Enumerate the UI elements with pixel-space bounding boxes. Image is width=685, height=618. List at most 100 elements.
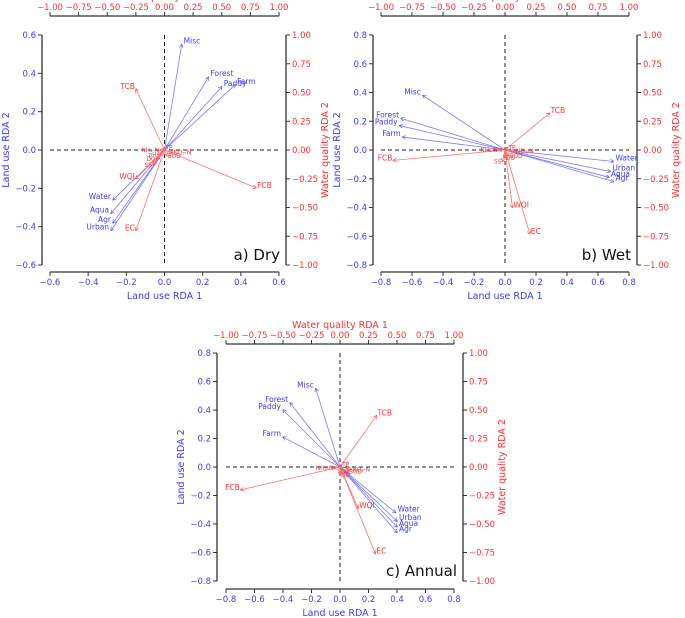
- y-tick-label: −0.2: [190, 492, 211, 502]
- water-quality-vector-label: pH: [149, 153, 157, 159]
- land-use-vector: [316, 389, 341, 468]
- x-axis-label: Land use RDA 1: [302, 608, 377, 618]
- panel-label: c) Annual: [386, 562, 457, 580]
- y-axis-label: Land use RDA 2: [1, 112, 12, 187]
- x-tick-label: 0.6: [272, 278, 286, 288]
- right-tick-label: 0.00: [469, 463, 488, 473]
- land-use-vector-label: Misc: [404, 87, 421, 96]
- y-tick-label: 0.0: [22, 146, 36, 156]
- panel-dry: −0.6 −0.4 −0.2 0.0 0.2 0.4 0.6 0.6 0.4 0.2 0.0 −0.2…: [1, 0, 331, 302]
- right-tick-label: −0.50: [292, 204, 318, 214]
- x-axis-label: Land use RDA 1: [127, 291, 202, 302]
- water-quality-vector: [504, 150, 515, 151]
- y-tick-label: −0.4: [15, 223, 36, 233]
- water-quality-vector-label: TP: [165, 146, 174, 152]
- top-tick-label: −1.00: [213, 331, 239, 341]
- x-tick-label: −0.6: [402, 278, 423, 288]
- y-tick-label: −0.6: [190, 549, 211, 559]
- right-tick-label: −1.00: [469, 577, 495, 587]
- right-tick-label: 0.50: [643, 89, 662, 99]
- water-quality-vector: [504, 113, 550, 151]
- land-use-vector-label: Urban: [86, 223, 109, 232]
- right-tick-label: 1.00: [643, 31, 662, 41]
- water-quality-vector: [393, 149, 506, 160]
- land-use-vector-label: Paddy: [375, 118, 398, 127]
- water-quality-vector-label: NO₃-N: [516, 149, 534, 155]
- y-tick-label: −0.6: [15, 261, 36, 271]
- top-tick-label: 0.75: [589, 3, 608, 13]
- land-use-vector-label: Agr: [616, 174, 630, 183]
- x-tick-label: 0.0: [498, 278, 512, 288]
- water-quality-vector-label: NH₃-N: [316, 466, 333, 472]
- water-quality-vector-label: NH₃-N: [480, 148, 497, 154]
- x-tick-label: 0.0: [333, 595, 347, 605]
- top-axis-label: Water quality RDA 1: [292, 320, 388, 331]
- water-quality-vector-label: DO: [341, 473, 350, 479]
- right-tick-label: 0.25: [469, 435, 488, 445]
- water-quality-vector-label: DO: [146, 157, 155, 163]
- land-use-vector: [504, 149, 609, 177]
- y-tick-label: 0.4: [22, 69, 36, 79]
- x-tick-label: 0.0: [158, 278, 172, 288]
- land-use-vector: [423, 95, 506, 151]
- top-tick-label: 0.50: [388, 331, 407, 341]
- land-use-vector-label: Urban: [399, 513, 422, 522]
- y-tick-label: 0.2: [197, 435, 211, 445]
- water-quality-vector-label: BOD: [510, 154, 523, 160]
- water-quality-vector: [504, 149, 509, 156]
- x-tick-label: 0.2: [529, 278, 543, 288]
- y-tick-label: −0.4: [190, 520, 211, 530]
- top-tick-label: 0.50: [558, 3, 577, 13]
- y-tick-label: 0.0: [353, 146, 367, 156]
- top-tick-label: 0.00: [496, 3, 515, 13]
- water-quality-vector-label: NO₃-N: [352, 467, 370, 473]
- x-tick-label: −0.2: [464, 278, 485, 288]
- water-quality-vector-label: NH₃-N: [141, 148, 158, 154]
- land-use-vector-label: Forest: [376, 110, 399, 119]
- top-axis-label: Water quality RDA 1: [117, 0, 213, 3]
- right-tick-label: 0.50: [469, 406, 488, 416]
- water-quality-vector: [339, 466, 358, 508]
- right-tick-label: −0.25: [469, 492, 495, 502]
- water-quality-vector-label: EC: [531, 227, 541, 236]
- land-use-vector: [504, 149, 614, 182]
- x-tick-label: 0.2: [362, 595, 376, 605]
- land-use-vector: [111, 149, 165, 231]
- right-tick-label: 0.00: [643, 146, 662, 156]
- land-use-vector: [401, 118, 506, 151]
- land-use-vector: [339, 466, 396, 513]
- top-tick-label: 0.75: [416, 331, 435, 341]
- top-tick-label: −0.25: [298, 331, 324, 341]
- water-quality-vector: [504, 149, 512, 208]
- right-tick-label: 0.25: [643, 117, 662, 127]
- x-tick-label: −0.2: [301, 595, 322, 605]
- water-quality-vector: [241, 466, 341, 490]
- right-tick-label: −0.50: [643, 204, 669, 214]
- land-use-vector-label: Forest: [210, 69, 233, 78]
- land-use-vector-label: Aqua: [90, 205, 109, 214]
- land-use-vector: [290, 403, 341, 468]
- land-use-vector-label: Water: [89, 192, 112, 201]
- land-use-vector: [164, 45, 182, 151]
- right-tick-label: −0.75: [643, 232, 669, 242]
- y-tick-label: 0.2: [353, 117, 367, 127]
- top-tick-label: 0.00: [331, 331, 350, 341]
- water-quality-vector-label: EC: [125, 224, 135, 233]
- top-tick-label: 1.00: [445, 331, 464, 341]
- land-use-vector: [283, 437, 341, 468]
- right-tick-label: −0.75: [292, 232, 318, 242]
- y-tick-label: 0.0: [197, 463, 211, 473]
- land-use-vector: [164, 77, 209, 151]
- top-tick-label: 0.25: [359, 331, 378, 341]
- water-quality-vector: [334, 467, 341, 468]
- y-tick-label: −0.6: [346, 232, 367, 242]
- panel-annual: −0.8 −0.6 −0.4 −0.2 0.0 0.2 0.4 0.6 0.8 0.8 0.6 0.4…: [176, 320, 508, 618]
- right-tick-label: 1.00: [469, 349, 488, 359]
- right-tick-label: 0.75: [292, 60, 311, 70]
- water-quality-vector-label: BOD: [168, 154, 181, 160]
- right-tick-label: −0.25: [292, 175, 318, 185]
- land-use-vector: [111, 149, 165, 213]
- right-tick-label: 0.50: [292, 89, 311, 99]
- right-tick-label: −0.75: [469, 549, 495, 559]
- water-quality-vector: [505, 148, 507, 150]
